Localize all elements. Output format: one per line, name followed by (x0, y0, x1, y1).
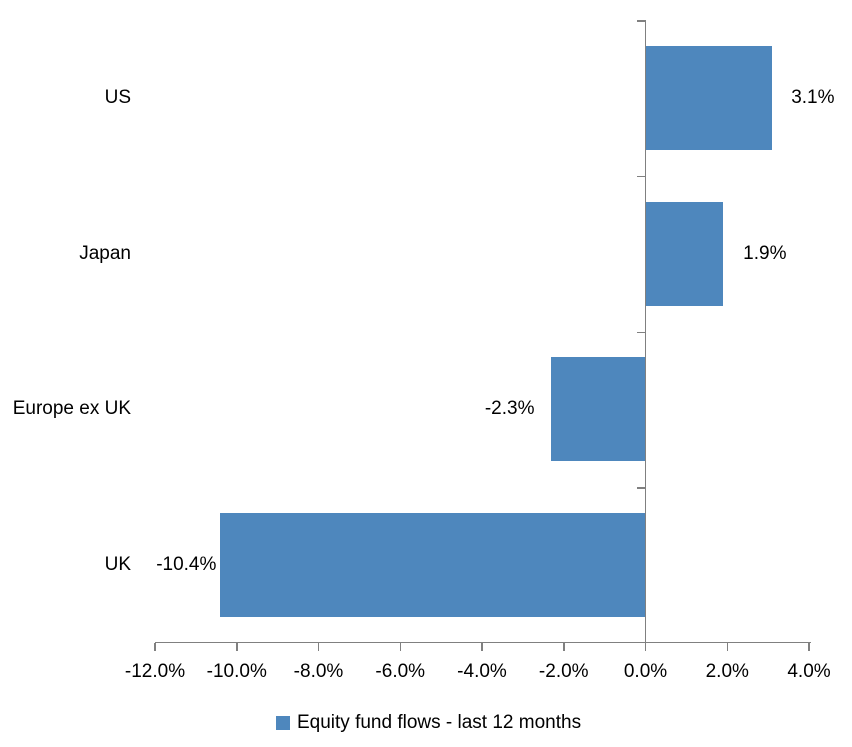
bar-europe-ex-uk (551, 357, 646, 462)
value-label-japan: 1.9% (743, 242, 787, 264)
value-axis-tick-label: -6.0% (375, 661, 426, 682)
value-axis-tick (399, 643, 401, 651)
value-axis-tick (154, 643, 156, 651)
value-axis-tick-label: -10.0% (206, 661, 267, 682)
bar-japan (645, 201, 724, 306)
value-axis-tick (236, 643, 238, 651)
value-label-us: 3.1% (791, 86, 835, 108)
category-label-us: US (104, 86, 131, 108)
bar-us (645, 45, 773, 150)
value-axis-tick-label: -4.0% (457, 661, 507, 682)
category-axis-tick (636, 175, 645, 178)
category-label-europe-ex-uk: Europe ex UK (12, 398, 131, 420)
value-label-europe-ex-uk: -2.3% (484, 398, 535, 420)
category-axis-tick (636, 331, 645, 333)
legend: Equity fund flows - last 12 months (276, 710, 581, 736)
category-axis-tick (636, 20, 645, 22)
value-axis-line (155, 641, 811, 643)
category-axis-tick (636, 487, 645, 489)
value-axis-tick-label: 2.0% (705, 661, 749, 682)
value-axis-tick-label: 0.0% (623, 661, 668, 682)
value-axis-tick-label: -2.0% (538, 661, 589, 682)
category-label-japan: Japan (79, 242, 131, 264)
legend-label: Equity fund flows - last 12 months (297, 712, 582, 733)
bar-uk (220, 513, 646, 618)
category-label-uk: UK (104, 554, 131, 576)
value-axis-tick (563, 643, 565, 651)
value-axis-tick (808, 643, 810, 651)
value-axis-tick (481, 643, 483, 651)
value-axis-tick (726, 643, 728, 651)
value-axis-tick-label: -8.0% (293, 661, 344, 682)
value-label-uk: -10.4% (156, 554, 217, 576)
value-axis-tick-label: 4.0% (787, 661, 831, 682)
legend-swatch (276, 716, 290, 730)
value-axis-tick (317, 643, 320, 651)
category-axis-line (644, 20, 647, 651)
value-axis-tick-label: -12.0% (124, 661, 186, 682)
